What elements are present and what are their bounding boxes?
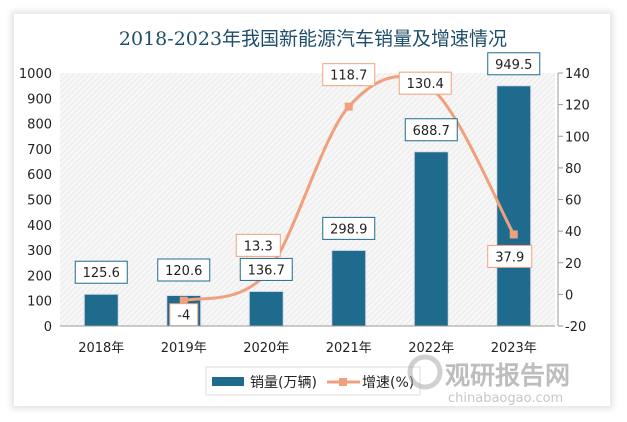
x-tick-label: 2021年: [326, 341, 372, 356]
bar-data-label-box: [157, 258, 211, 282]
growth-data-label-box: [235, 233, 281, 257]
x-tick-label: 2022年: [408, 341, 454, 356]
bar-data-label-box: [487, 52, 541, 76]
growth-data-label: 13.3: [244, 239, 273, 254]
growth-data-label-box: [322, 63, 376, 87]
right-tick-label: 0: [565, 288, 573, 303]
left-tick-label: 0: [44, 320, 52, 335]
chart-title: 2018-2023年我国新能源汽车销量及增速情况: [119, 28, 507, 50]
x-tick-label: 2019年: [161, 341, 207, 356]
watermark: 观研报告网 chinabaogao.com: [407, 354, 570, 406]
plot-area: [60, 73, 555, 326]
right-tick-label: -20: [565, 320, 586, 335]
growth-data-label: 37.9: [495, 250, 524, 265]
bar-data-label-box: [74, 260, 128, 284]
legend-label-growth: 增速(%): [362, 375, 414, 391]
bar-data-label: 949.5: [495, 58, 532, 73]
growth-data-label-box: [487, 244, 533, 268]
right-tick-label: 20: [565, 257, 582, 272]
bar-2020年: [248, 290, 284, 327]
watermark-url: chinabaogao.com: [448, 391, 563, 406]
bar-data-label: 120.6: [165, 264, 202, 279]
legend-marker-growth: [339, 378, 347, 386]
right-tick-label: 60: [565, 194, 582, 209]
growth-data-label: 130.4: [407, 77, 444, 92]
x-tick-label: 2020年: [243, 341, 289, 356]
left-tick-label: 400: [27, 219, 52, 234]
legend: 销量(万辆) 增速(%): [205, 366, 421, 396]
right-tick-label: 140: [565, 67, 590, 82]
bar-2021年: [331, 249, 367, 327]
right-tick-label: 40: [565, 225, 582, 240]
bar-2022年: [413, 151, 449, 327]
growth-data-label: 118.7: [330, 69, 367, 84]
growth-point: [179, 296, 188, 305]
bar-data-label: 125.6: [83, 266, 120, 281]
right-tick-label: 100: [565, 130, 590, 145]
growth-data-label: -4: [177, 309, 190, 324]
bar-2018年: [83, 293, 119, 327]
bar-data-label-box: [322, 216, 376, 240]
bar-data-label: 136.7: [248, 263, 285, 278]
left-tick-label: 300: [27, 244, 52, 259]
growth-point: [509, 230, 518, 239]
left-tick-label: 800: [27, 118, 52, 133]
left-tick-label: 1000: [19, 67, 52, 82]
bar-data-label: 688.7: [413, 124, 450, 139]
left-tick-label: 200: [27, 269, 52, 284]
left-tick-label: 900: [27, 92, 52, 107]
growth-point: [344, 102, 353, 111]
x-tick-label: 2018年: [78, 341, 124, 356]
bar-data-label-box: [239, 257, 293, 281]
legend-swatch-sales: [212, 377, 244, 386]
left-tick-label: 700: [27, 143, 52, 158]
bar-2023年: [496, 85, 532, 327]
bar-data-label-box: [404, 118, 458, 142]
watermark-brand: 观研报告网: [445, 361, 570, 390]
bar-data-label: 298.9: [330, 222, 367, 237]
left-tick-label: 100: [27, 295, 52, 310]
growth-data-label-box: [398, 71, 452, 95]
legend-label-sales: 销量(万辆): [250, 375, 317, 391]
right-tick-label: 80: [565, 162, 582, 177]
x-tick-label: 2023年: [491, 341, 537, 356]
right-tick-label: 120: [565, 99, 590, 114]
left-tick-label: 600: [27, 168, 52, 183]
left-tick-label: 500: [27, 194, 52, 209]
